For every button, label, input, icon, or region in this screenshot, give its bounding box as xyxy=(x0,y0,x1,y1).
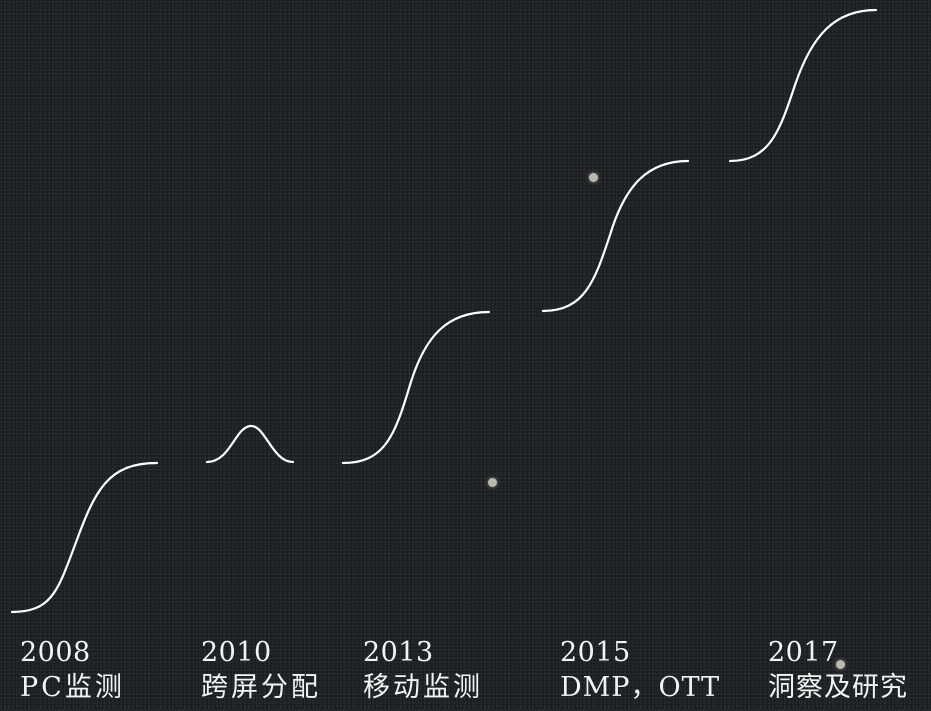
milestone-label: DMP，OTT xyxy=(560,672,721,703)
milestone-year: 2008 xyxy=(20,637,91,668)
milestone-label: 移动监测 xyxy=(363,672,483,703)
milestone-year: 2013 xyxy=(363,637,434,668)
milestone-year: 2010 xyxy=(201,637,272,668)
curve-2010 xyxy=(205,424,295,464)
curve-2008 xyxy=(10,461,159,614)
milestone-2017: 2017 洞察及研究 xyxy=(768,636,908,707)
milestone-2015: 2015 DMP，OTT xyxy=(560,636,720,707)
milestone-2013: 2013 移动监测 xyxy=(363,636,483,707)
milestone-year: 2015 xyxy=(560,637,631,668)
star-dot xyxy=(836,660,845,669)
star-dot xyxy=(589,173,598,182)
curve-2017 xyxy=(728,8,878,163)
milestone-2010: 2010 跨屏分配 xyxy=(201,636,321,707)
curve-2013 xyxy=(341,310,491,465)
milestone-label: 洞察及研究 xyxy=(768,672,908,703)
star-dot xyxy=(488,478,497,487)
milestone-year: 2017 xyxy=(768,637,839,668)
milestone-label: PC监测 xyxy=(20,672,125,703)
milestone-2008: 2008 PC监测 xyxy=(20,636,125,707)
curve-2015 xyxy=(541,159,690,313)
milestone-label: 跨屏分配 xyxy=(201,672,321,703)
